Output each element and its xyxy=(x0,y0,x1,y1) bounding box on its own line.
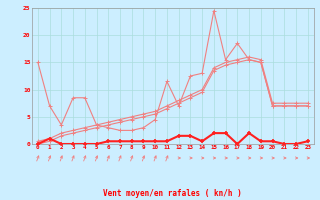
Text: Vent moyen/en rafales ( kn/h ): Vent moyen/en rafales ( kn/h ) xyxy=(103,189,242,198)
